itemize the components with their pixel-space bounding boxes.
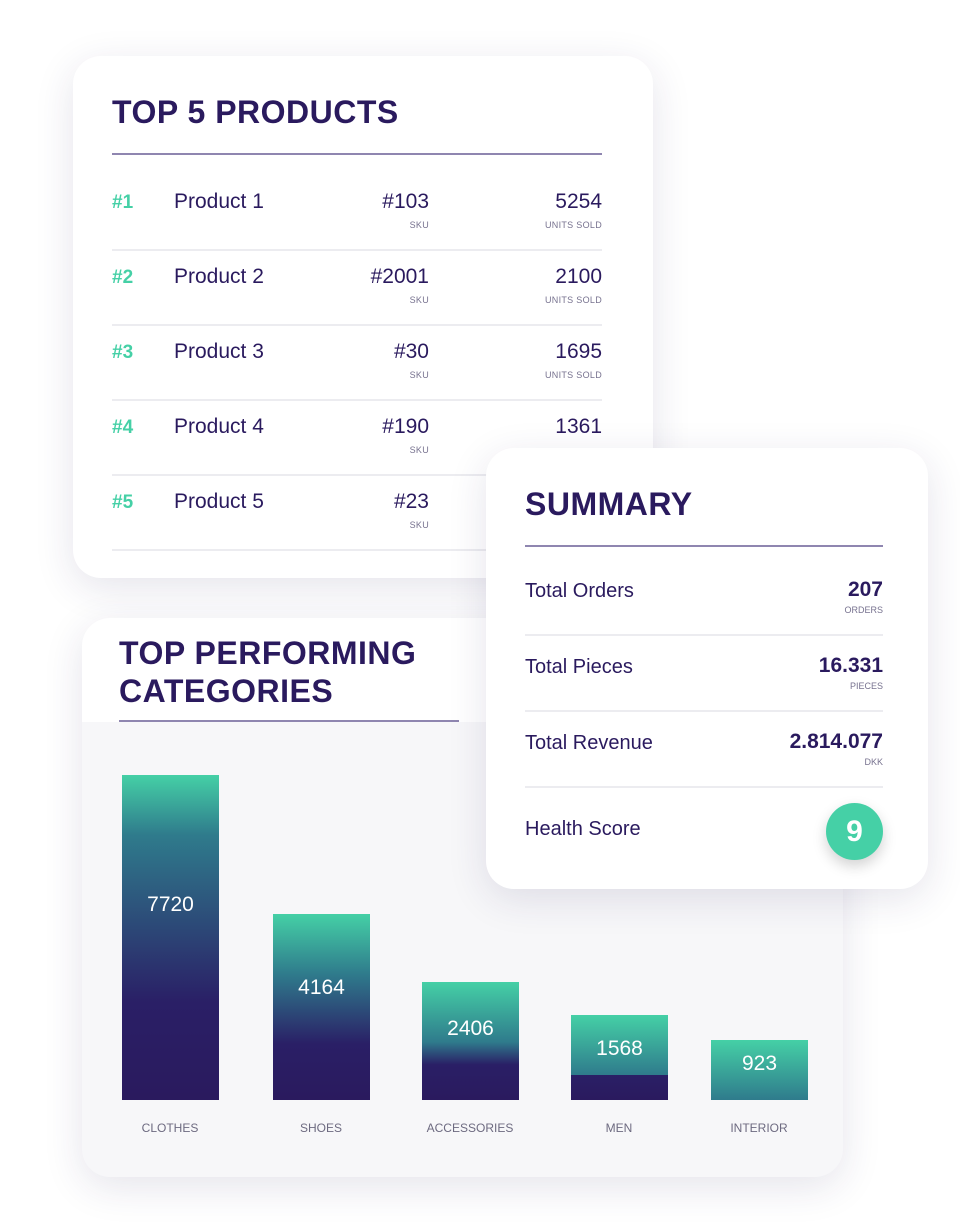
product-units: 1695 [555,340,602,363]
summary-title: SUMMARY [525,486,693,522]
categories-title: TOP PERFORMING CATEGORIES [119,635,417,709]
health-score-row: Health Score 9 [525,791,883,869]
product-sku: #2001 [370,265,429,288]
sku-label: SKU [409,520,429,530]
sku-label: SKU [409,295,429,305]
summary-unit: DKK [864,757,883,767]
bar-clothes: 7720 [122,775,219,1100]
product-name: Product 1 [174,190,264,213]
summary-value: 16.331 [818,654,883,677]
summary-value: 207 [847,578,883,601]
product-rank: #5 [112,492,134,513]
products-title: TOP 5 PRODUCTS [112,94,399,130]
product-sku: #30 [393,340,429,363]
summary-label: Total Pieces [525,656,633,678]
summary-row: Total Orders 207 ORDERS [525,558,883,636]
product-name: Product 2 [174,265,264,288]
category-label: SHOES [299,1121,342,1135]
product-row: #5 Product 5 #23 SKU [112,476,602,551]
product-row: #4 Product 4 #190 SKU 1361 [112,401,602,476]
product-row: #1 Product 1 #103 SKU 5254 UNITS SOLD [112,176,602,251]
bar-interior: 923 [711,1040,808,1100]
product-name: Product 3 [174,340,264,363]
summary-unit: PIECES [849,681,883,691]
divider [119,720,459,722]
summary-label: Total Revenue [525,732,653,754]
product-rank: #4 [112,417,134,438]
product-name: Product 5 [174,490,264,513]
product-sku: #103 [382,190,429,213]
product-row: #3 Product 3 #30 SKU 1695 UNITS SOLD [112,326,602,401]
product-row: #2 Product 2 #2001 SKU 2100 UNITS SOLD [112,251,602,326]
product-name: Product 4 [174,415,264,438]
divider [525,545,883,547]
health-score-badge: 9 [826,803,883,860]
category-label: MEN [605,1121,633,1135]
bar-accessories: 2406 [422,982,519,1100]
product-units: 5254 [555,190,602,213]
product-rank: #1 [112,192,134,213]
sku-label: SKU [409,445,429,455]
bar-value-label: 2406 [447,1017,494,1041]
category-label: ACCESSORIES [426,1121,514,1135]
summary-row: Total Revenue 2.814.077 DKK [525,710,883,788]
bar-value-label: 1568 [596,1036,643,1060]
product-units: 2100 [555,265,602,288]
bar-shoes: 4164 [273,913,370,1100]
units-label: UNITS SOLD [544,220,602,230]
summary-label: Total Orders [525,580,634,602]
bar-men: 1568 [571,1014,668,1100]
bar-value-label: 4164 [298,976,345,1000]
health-score-label: Health Score [525,818,641,840]
summary-card: SUMMARY Total Orders 207 ORDERS Total Pie… [486,448,928,889]
bar-value-label: 923 [741,1051,778,1075]
product-sku: #23 [393,490,429,513]
sku-label: SKU [409,220,429,230]
category-label: CLOTHES [141,1121,199,1135]
bar-value-label: 7720 [147,893,194,916]
product-sku: #190 [382,415,429,438]
summary-unit: ORDERS [844,605,883,615]
summary-row: Total Pieces 16.331 PIECES [525,634,883,712]
product-rank: #2 [112,267,134,288]
top-products-card: TOP 5 PRODUCTS #1 Product 1 #103 SKU 525… [73,56,653,578]
units-label: UNITS SOLD [544,370,602,380]
divider [112,153,602,155]
sku-label: SKU [409,370,429,380]
product-rank: #3 [112,342,134,363]
category-label: INTERIOR [730,1121,788,1135]
product-units: 1361 [555,415,602,438]
units-label: UNITS SOLD [544,295,602,305]
summary-value: 2.814.077 [789,730,883,753]
